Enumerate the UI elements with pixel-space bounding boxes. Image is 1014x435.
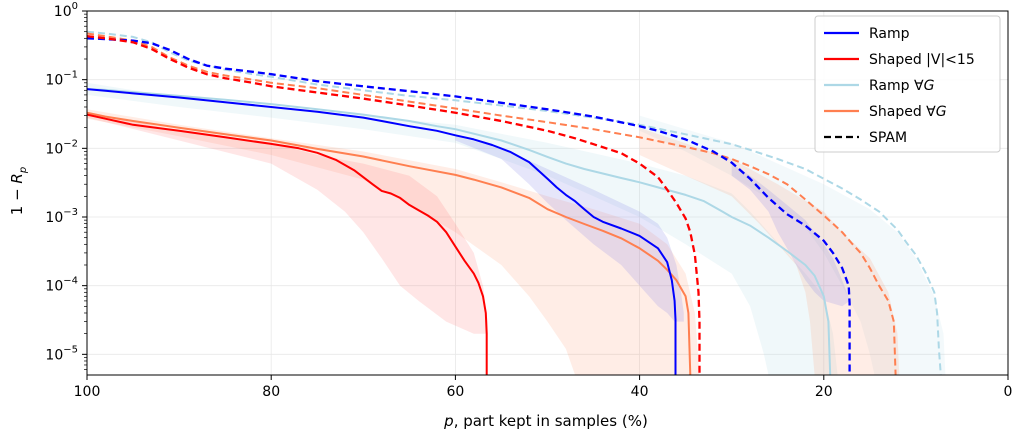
- x-tick-label: 20: [815, 384, 833, 400]
- band-spam-ramp: [731, 163, 850, 307]
- legend-label: Shaped |V|<15: [869, 52, 975, 68]
- axis-ticks: 100 80 60 40 20 0 100 10−1 10−2 10−3 10−4 10−5: [45, 1, 1012, 400]
- x-tick-label: 80: [262, 384, 280, 400]
- y-tick-label: 10−3: [45, 207, 78, 226]
- x-axis-label: p, part kept in samples (%): [443, 412, 648, 430]
- series-line-shaped-v-15: [87, 113, 488, 375]
- y-tick-label: 10−5: [45, 344, 78, 363]
- band-shaped-v-15: [87, 111, 488, 334]
- band-shaped-g: [87, 109, 700, 376]
- band-ramp-g: [87, 82, 838, 376]
- band-ramp: [455, 136, 684, 322]
- band-spam-ramp-g: [639, 115, 946, 375]
- legend-label: Ramp ∀G: [869, 78, 935, 94]
- legend-label: SPAM: [869, 130, 907, 146]
- y-tick-label: 10−4: [45, 276, 78, 295]
- confidence-bands: [87, 82, 946, 376]
- legend-box: [814, 15, 1001, 153]
- series-line-spam-shaped-v-15: [87, 35, 701, 375]
- series-lines: [87, 30, 942, 375]
- x-tick-label: 60: [446, 384, 464, 400]
- series-line-ramp-g: [87, 88, 832, 375]
- legend: Ramp Shaped |V|<15 Ramp ∀G Shaped ∀G SPAM: [814, 15, 1001, 153]
- y-tick-label: 10−2: [45, 138, 78, 157]
- x-tick-label: 100: [74, 384, 101, 400]
- series-line-spam-shaped-g: [87, 32, 897, 375]
- y-axis-label: 1 − Rp: [8, 167, 29, 215]
- series-line-ramp: [87, 88, 677, 375]
- y-tick-label: 100: [54, 1, 78, 20]
- x-tick-label: 0: [1004, 384, 1013, 400]
- series-line-spam-ramp-g: [87, 30, 942, 375]
- band-spam-shaped-g: [639, 127, 900, 375]
- legend-label: Shaped ∀G: [869, 104, 947, 120]
- y-tick-label: 10−1: [45, 70, 78, 89]
- legend-label: Ramp: [869, 26, 910, 42]
- x-tick-label: 40: [631, 384, 649, 400]
- plot-frame: [86, 10, 1009, 376]
- svg-text:1 − Rp: 1 − Rp: [8, 167, 29, 215]
- series-line-shaped-g: [87, 111, 692, 375]
